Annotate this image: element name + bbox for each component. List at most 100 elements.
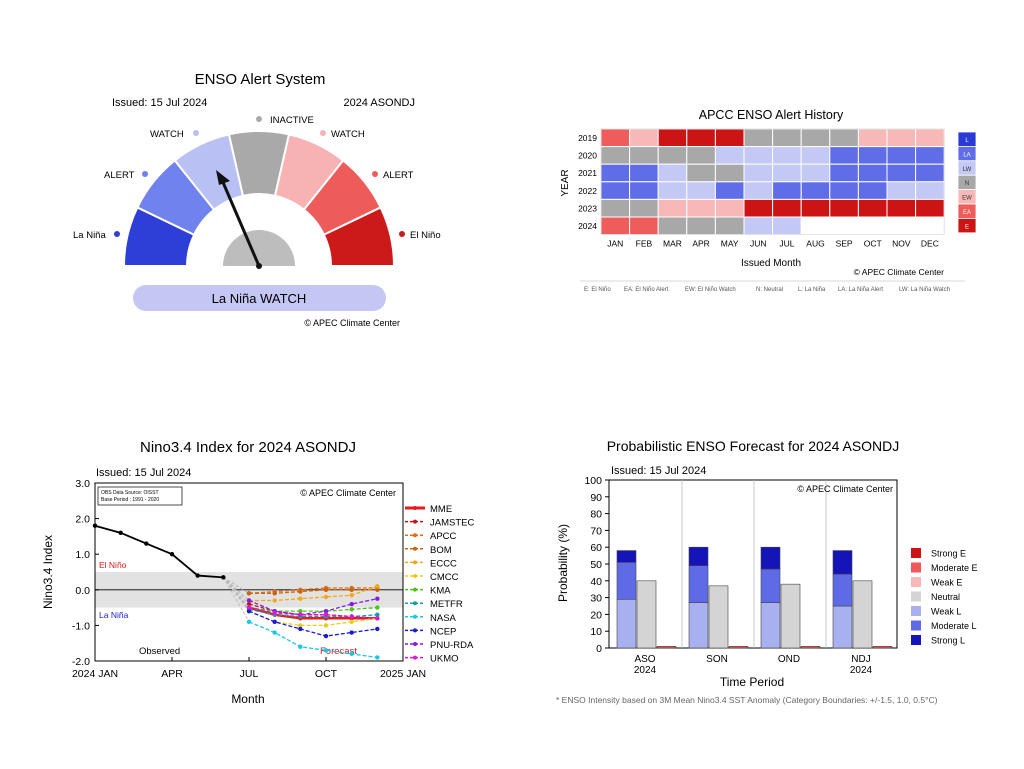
month-label: SEP	[836, 239, 853, 249]
year-label: 2022	[578, 186, 597, 196]
history-cell	[829, 181, 859, 200]
alert-lanina-dot	[142, 171, 148, 177]
y-tick-label: -1.0	[72, 620, 90, 632]
history-cell	[915, 128, 945, 148]
history-cell	[915, 216, 945, 236]
bar-weak-lanina	[688, 602, 709, 649]
y-tick-label: 1.0	[75, 549, 90, 561]
observed-point	[169, 552, 175, 557]
legend-marker	[413, 533, 417, 538]
y-tick-label: 60	[590, 542, 602, 554]
period-year-label: 2024	[850, 665, 873, 676]
history-cell	[857, 181, 888, 200]
forecast-connector	[223, 576, 250, 594]
forecast-point	[323, 648, 329, 653]
legend-label: NASA	[430, 613, 457, 624]
month-label: APR	[692, 239, 709, 249]
legend-label: ECCC	[430, 558, 457, 569]
history-cell	[714, 198, 745, 218]
legend-marker	[413, 519, 417, 524]
label-watch-lanina: WATCH	[150, 129, 184, 140]
month-label: JUN	[750, 239, 767, 249]
legend-marker	[413, 642, 417, 646]
legend-code: EA	[963, 210, 971, 216]
history-cell	[686, 198, 716, 218]
legend-label: KMA	[430, 586, 451, 597]
prob-legend-label: Moderate E	[931, 563, 978, 573]
forecast-point	[298, 608, 303, 614]
history-cell	[772, 146, 802, 165]
forecast-point	[375, 587, 380, 592]
history-cell	[629, 146, 659, 165]
prob-title: Probabilistic ENSO Forecast for 2024 ASO…	[607, 438, 900, 454]
history-cell	[657, 163, 688, 183]
history-cell	[686, 216, 716, 236]
forecast-point	[375, 626, 380, 632]
history-cell	[714, 146, 745, 165]
history-cell	[829, 163, 859, 183]
history-cell	[600, 181, 631, 200]
period-year-label: 2024	[634, 665, 657, 676]
history-cell	[743, 146, 774, 165]
forecast-point	[349, 630, 354, 635]
history-cell	[772, 216, 802, 236]
bar-moderate-lanina	[832, 573, 853, 607]
month-label: MAY	[721, 239, 739, 249]
label-alert-lanina: ALERT	[104, 170, 135, 181]
prob-legend-swatch	[911, 606, 921, 616]
legend-code: LA	[963, 152, 970, 158]
forecast-point	[272, 591, 277, 596]
history-cell	[686, 163, 716, 183]
legend-marker	[413, 574, 417, 578]
forecast-line	[249, 585, 378, 602]
history-cell	[915, 198, 945, 218]
y-tick-label: 100	[584, 475, 602, 487]
y-tick-label: 30	[590, 593, 602, 605]
history-key-item: E: El Niño	[584, 287, 611, 293]
legend-marker	[413, 628, 417, 633]
history-cell	[772, 181, 802, 200]
history-cell	[800, 198, 831, 218]
prob-legend-swatch	[911, 635, 921, 645]
history-cell	[657, 181, 688, 200]
forecast-label: Forecast	[320, 646, 357, 657]
legend-label: NCEP	[430, 626, 456, 637]
legend-marker	[413, 614, 417, 619]
period-label: ASO	[634, 654, 655, 665]
history-cell	[886, 146, 917, 165]
history-cell	[657, 216, 688, 236]
history-cell	[714, 128, 745, 148]
observed-point	[118, 530, 123, 536]
watch-elnino-dot	[320, 130, 326, 136]
history-key-item: EA: El Niño Alert	[624, 287, 669, 293]
forecast-point	[246, 605, 252, 610]
legend-label: METFR	[430, 599, 463, 610]
info-line-2: Base Period : 1991 - 2020	[101, 497, 159, 503]
history-cell	[686, 146, 716, 165]
gauge-needle	[220, 179, 261, 267]
label-inactive: INACTIVE	[270, 115, 314, 126]
forecast-point	[246, 591, 252, 596]
forecast-point	[298, 626, 303, 632]
prob-legend-swatch	[911, 620, 921, 631]
forecast-point	[323, 612, 329, 617]
alert-season: 2024 ASONDJ	[343, 97, 415, 109]
history-cell	[886, 198, 917, 218]
y-tick-label: 0.0	[75, 585, 90, 597]
history-cell	[772, 198, 802, 218]
label-watch-elnino: WATCH	[331, 129, 365, 140]
forecast-point	[323, 623, 329, 628]
forecast-line	[248, 598, 378, 616]
legend-label: APCC	[430, 531, 457, 542]
period-label: NDJ	[851, 654, 870, 665]
bar-strong-lanina	[760, 546, 781, 570]
history-xlabel: Issued Month	[741, 258, 801, 269]
month-label: DEC	[921, 239, 939, 249]
x-tick-label: OCT	[315, 668, 338, 680]
y-tick-label: 50	[590, 559, 602, 571]
status-bar	[133, 285, 386, 311]
history-cell	[657, 146, 688, 165]
y-tick-label: 70	[590, 525, 602, 537]
